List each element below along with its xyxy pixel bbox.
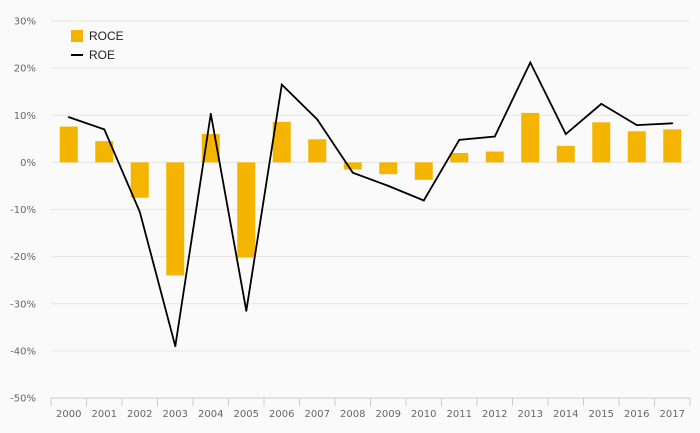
x-tick-label: 2009	[376, 409, 401, 420]
x-tick-label: 2006	[269, 409, 294, 420]
roe-point	[493, 135, 496, 138]
y-tick-label: -20%	[10, 252, 36, 263]
x-tick-label: 2013	[518, 409, 543, 420]
roce-bar	[95, 141, 114, 163]
roce-bar	[663, 129, 682, 163]
y-tick-label: 30%	[14, 17, 36, 28]
y-tick-label: 20%	[14, 64, 36, 75]
y-axis-ticks: 30% 20% 10% 0% -10% -20% -30% -40% -50%	[10, 17, 36, 405]
roe-point	[458, 138, 461, 141]
roce-bar	[343, 162, 362, 170]
roe-point	[600, 103, 603, 105]
x-tick-label: 2001	[92, 409, 117, 420]
roe-point	[245, 309, 248, 312]
roce-bar	[414, 162, 433, 180]
y-tick-label: 10%	[14, 111, 36, 122]
roe-point	[671, 122, 674, 125]
roce-bar	[450, 152, 469, 163]
roce-bar	[485, 151, 504, 163]
roe-point	[174, 345, 177, 348]
roe-point	[529, 61, 532, 64]
roe-point	[280, 83, 283, 86]
roe-point	[67, 116, 70, 119]
roe-series-line	[68, 60, 673, 347]
y-tick-label: -50%	[10, 394, 36, 405]
x-tick-label: 2008	[340, 409, 365, 420]
roe-point	[387, 185, 390, 187]
x-tick-label: 2015	[589, 409, 614, 420]
roce-bar	[166, 162, 185, 276]
roce-bar	[130, 162, 149, 198]
roce-bar	[521, 112, 540, 163]
roe-point	[209, 112, 212, 115]
roce-bar	[592, 122, 611, 163]
x-tick-label: 2014	[553, 409, 578, 420]
roce-bars	[59, 112, 682, 276]
y-tick-label: -40%	[10, 346, 36, 357]
roe-point	[635, 124, 638, 127]
x-tick-label: 2011	[447, 409, 472, 420]
x-tick-label: 2017	[660, 409, 685, 420]
x-tick-label: 2000	[56, 409, 81, 420]
roe-point	[422, 199, 425, 202]
x-tick-label: 2010	[411, 409, 436, 420]
roce-bar	[308, 139, 327, 163]
x-tick-label: 2016	[624, 409, 649, 420]
x-tick-label: 2005	[234, 409, 259, 420]
x-tick-label: 2012	[482, 409, 507, 420]
x-tick-label: 2003	[163, 409, 188, 420]
roe-point	[103, 128, 106, 131]
x-tick-label: 2007	[305, 409, 330, 420]
roce-bar	[272, 121, 291, 163]
roe-point	[316, 118, 319, 121]
x-axis: 2000 2001 2002 2003 2004 2005 2006 2007 2008 2009…	[50, 397, 691, 420]
legend-label-roe: ROE	[89, 48, 115, 62]
y-tick-label: 0%	[20, 158, 36, 169]
roce-bar	[379, 162, 398, 175]
roe-point	[564, 133, 567, 136]
y-tick-label: -30%	[10, 299, 36, 310]
grid-lines	[51, 20, 690, 352]
roe-point	[351, 171, 354, 174]
y-tick-label: -10%	[10, 205, 36, 216]
legend: ROCE ROE	[71, 29, 124, 62]
roce-bar	[237, 162, 256, 258]
roce-bar	[59, 126, 78, 163]
roe-point	[138, 210, 141, 213]
roce-bar	[627, 131, 646, 163]
x-tick-label: 2004	[198, 409, 223, 420]
legend-label-roce: ROCE	[89, 29, 124, 43]
x-tick-label: 2002	[127, 409, 152, 420]
legend-swatch-roce	[71, 30, 83, 42]
roe-line	[67, 60, 674, 348]
roce-bar	[556, 145, 575, 163]
